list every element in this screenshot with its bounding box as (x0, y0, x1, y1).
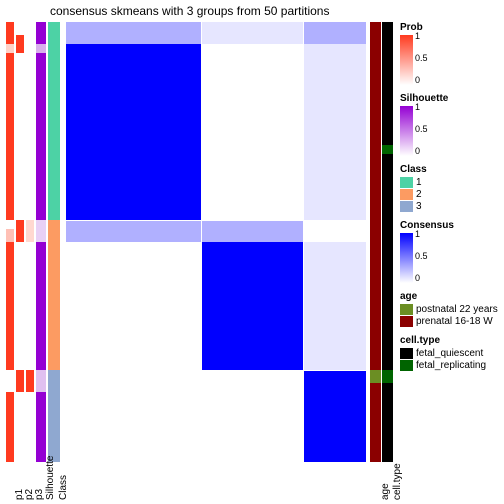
legend-swatch (400, 316, 413, 327)
axis-label: cell.type (392, 463, 403, 500)
legend-tick: 1 (415, 102, 420, 112)
legend-tick: 0.5 (415, 251, 428, 261)
legend-label: postnatal 22 years (416, 304, 498, 315)
legend-item: 2 (400, 189, 500, 200)
legend-item: fetal_replicating (400, 360, 500, 371)
ann-col-age (370, 22, 381, 462)
ann-col-p2 (16, 22, 24, 462)
legend-tick: 0 (415, 75, 420, 85)
legend-swatch (400, 177, 413, 188)
chart-title: consensus skmeans with 3 groups from 50 … (50, 4, 329, 18)
legend-title: age (400, 291, 500, 302)
consensus-heatmap (66, 22, 366, 462)
legend-item: 3 (400, 201, 500, 212)
legend-title: cell.type (400, 335, 500, 346)
legend-gradient (400, 35, 413, 85)
ann-col-class (48, 22, 60, 462)
legend-label: 1 (416, 177, 422, 188)
legend-label: prenatal 16-18 W (416, 316, 493, 327)
legend-item: fetal_quiescent (400, 348, 500, 359)
legend-tick: 0 (415, 146, 420, 156)
axis-label: age (380, 483, 391, 500)
legend-title: Class (400, 164, 500, 175)
legend-swatch (400, 304, 413, 315)
ann-col-p3 (26, 22, 34, 462)
ann-col-cell (382, 22, 393, 462)
legend-swatch (400, 360, 413, 371)
legend-tick: 1 (415, 31, 420, 41)
legend-item: postnatal 22 years (400, 304, 500, 315)
ann-col-p1 (6, 22, 14, 462)
legend-tick: 1 (415, 229, 420, 239)
chart-root: consensus skmeans with 3 groups from 50 … (0, 0, 504, 504)
legend-gradient (400, 106, 413, 156)
legends: Prob10.50Silhouette10.50Class123Consensu… (400, 22, 500, 379)
axis-label: p3 (34, 489, 45, 500)
plot-area (6, 22, 366, 462)
legend-tick: 0.5 (415, 124, 428, 134)
legend-label: fetal_quiescent (416, 348, 483, 359)
legend-item: 1 (400, 177, 500, 188)
axis-label: Silhouette (45, 456, 56, 500)
legend-gradient (400, 233, 413, 283)
legend-label: 3 (416, 201, 422, 212)
legend-tick: 0 (415, 273, 420, 283)
legend-label: 2 (416, 189, 422, 200)
ann-col-sil (36, 22, 46, 462)
axis-label: Class (58, 475, 69, 500)
legend-swatch (400, 348, 413, 359)
legend-swatch (400, 189, 413, 200)
legend-label: fetal_replicating (416, 360, 486, 371)
legend-tick: 0.5 (415, 53, 428, 63)
legend-item: prenatal 16-18 W (400, 316, 500, 327)
legend-swatch (400, 201, 413, 212)
right-annotations (370, 22, 394, 462)
